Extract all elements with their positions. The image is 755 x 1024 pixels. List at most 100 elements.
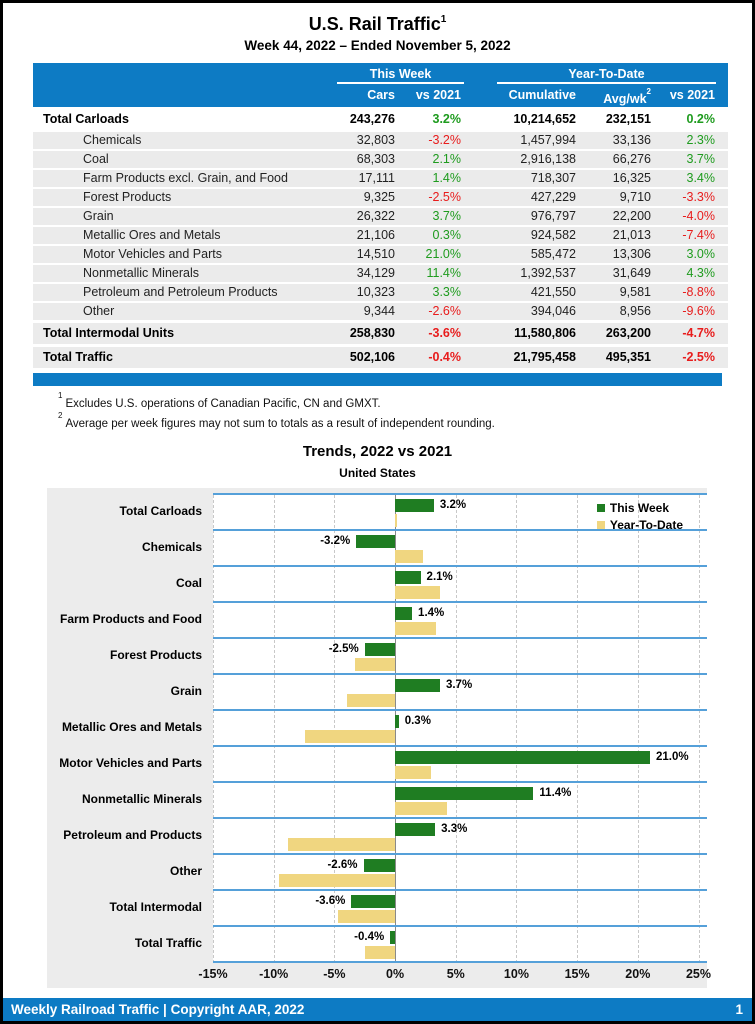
chart-category-label: Chemicals	[141, 539, 202, 554]
row-value: 243,276	[349, 112, 395, 126]
row-value: 924,582	[530, 228, 576, 242]
footnote-1-marker: 1	[58, 391, 63, 400]
row-value: -2.6%	[428, 304, 461, 318]
row-value: -9.6%	[682, 304, 715, 318]
table-group-header-row: This Week Year-To-Date	[33, 63, 728, 85]
chart-category-label: Total Carloads	[119, 503, 202, 518]
row-value: 32,803	[356, 133, 395, 147]
year-to-date-bar	[278, 873, 396, 887]
footer-text: Weekly Railroad Traffic | Copyright AAR,…	[11, 1001, 305, 1017]
table-row: Motor Vehicles and Parts 14,510 21.0% 585,4…	[33, 246, 728, 263]
chart-category-label: Coal	[175, 575, 202, 590]
gridline	[213, 494, 214, 963]
gridline	[516, 494, 518, 963]
year-to-date-bar	[395, 801, 448, 815]
this-week-bar	[395, 714, 399, 728]
gridline	[698, 494, 700, 963]
avg-wk-footnote-marker: 2	[646, 87, 651, 96]
row-value: 2,916,138	[520, 152, 576, 166]
row-value: 13,306	[612, 247, 651, 261]
table-row: Other 9,344 -2.6% 394,046 8,956 -9.6%	[33, 303, 728, 320]
year-to-date-bar	[395, 621, 437, 635]
row-value: 1,457,994	[520, 133, 576, 147]
table-row: Forest Products 9,325 -2.5% 427,229 9,710 -3.…	[33, 189, 728, 206]
year-to-date-bar	[395, 765, 432, 779]
chart-category-band: 11.4%	[213, 783, 707, 819]
row-value: 16,325	[612, 171, 651, 185]
chart-category-label: Grain	[170, 683, 202, 698]
column-header-cars: Cars	[367, 88, 395, 102]
row-value: 11.4%	[426, 266, 461, 280]
blue-divider-bar	[33, 373, 722, 386]
row-value: 258,830	[349, 326, 395, 340]
row-value: 9,710	[619, 190, 651, 204]
table-row: Total Intermodal Units 258,830 -3.6% 11,580…	[33, 323, 728, 344]
this-week-bar	[395, 822, 436, 836]
row-label: Petroleum and Petroleum Products	[83, 285, 278, 299]
row-value: 1.4%	[432, 171, 462, 185]
chart-category-label: Forest Products	[109, 647, 202, 662]
legend-swatch-this-week-icon	[596, 504, 605, 513]
this-week-bar	[351, 894, 396, 908]
row-value: 3.0%	[686, 247, 716, 261]
row-value: 3.2%	[432, 112, 462, 126]
row-value: -3.6%	[428, 326, 461, 340]
chart-category-label: Other	[169, 863, 202, 878]
row-value: 427,229	[530, 190, 576, 204]
row-value: 21,013	[612, 228, 651, 242]
this-week-bar	[356, 534, 396, 548]
bar-value-label: -3.2%	[320, 534, 351, 547]
row-value: 4.3%	[686, 266, 716, 280]
bar-value-label: -0.4%	[354, 930, 385, 943]
x-axis-tick-label: 25%	[685, 966, 712, 981]
this-week-bar	[395, 678, 440, 692]
row-value: 495,351	[605, 350, 651, 364]
this-week-bar	[363, 858, 396, 872]
chart-category-band: -2.6%	[213, 855, 707, 891]
row-value: 3.4%	[686, 171, 716, 185]
row-value: 9,581	[619, 285, 651, 299]
this-week-bar	[364, 642, 396, 656]
row-value: 21.0%	[425, 247, 461, 261]
chart-category-band: 21.0%	[213, 747, 707, 783]
chart-category-band: 3.7%	[213, 675, 707, 711]
gridline	[273, 494, 275, 963]
row-value: -2.5%	[428, 190, 461, 204]
row-value: 17,111	[358, 171, 395, 185]
x-axis-tick-label: -15%	[198, 966, 228, 981]
chart-category-band: 2.1%	[213, 567, 707, 603]
row-value: 8,956	[619, 304, 651, 318]
chart-category-label: Petroleum and Products	[63, 827, 202, 842]
column-header-avg-wk: Avg/wk2	[576, 85, 651, 110]
page-subtitle: Week 44, 2022 – Ended November 5, 2022	[244, 38, 511, 53]
legend-label-year-to-date: Year-To-Date	[609, 518, 683, 533]
chart-category-label: Total Traffic	[134, 935, 202, 950]
row-label: Forest Products	[83, 190, 172, 204]
group-header-year-to-date: Year-To-Date	[497, 63, 716, 84]
year-to-date-bar	[305, 729, 396, 743]
year-to-date-bar	[338, 909, 396, 923]
row-label: Motor Vehicles and Parts	[83, 247, 222, 261]
chart-category-label: Farm Products and Food	[59, 611, 202, 626]
row-label: Metallic Ores and Metals	[83, 228, 221, 242]
column-header-vs2021-ytd: vs 2021	[669, 88, 715, 102]
bar-value-label: 2.1%	[426, 570, 453, 583]
row-value: 31,649	[612, 266, 651, 280]
chart-category-band: 1.4%	[213, 603, 707, 639]
chart-category-band: 3.2%	[213, 495, 707, 531]
legend-item-this-week: This Week	[596, 500, 683, 517]
row-value: 502,106	[349, 350, 395, 364]
column-header-vs2021-week: vs 2021	[415, 88, 461, 102]
row-value: 232,151	[605, 112, 651, 126]
avg-wk-text: Avg/wk	[603, 92, 647, 107]
row-value: 585,472	[530, 247, 576, 261]
this-week-bar	[390, 930, 396, 944]
row-value: -0.4%	[428, 350, 461, 364]
row-value: 394,046	[530, 304, 576, 318]
trends-bar-chart: Total Carloads Chemicals Coal Farm Products…	[47, 487, 711, 988]
bar-value-label: 3.2%	[439, 498, 467, 511]
row-label: Farm Products excl. Grain, and Food	[83, 171, 288, 185]
table-row: Coal 68,303 2.1% 2,916,138 66,276 3.7%	[33, 151, 728, 168]
year-to-date-bar	[395, 585, 440, 599]
row-value: 421,550	[530, 285, 576, 299]
